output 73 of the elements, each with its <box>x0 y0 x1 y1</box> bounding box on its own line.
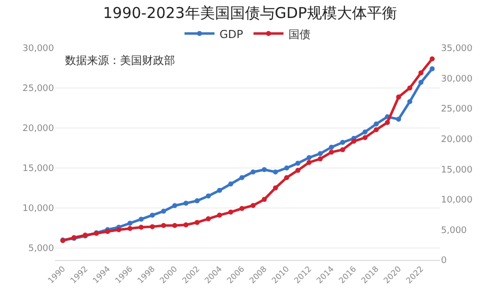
point <box>384 120 390 125</box>
point <box>340 147 346 152</box>
y2-tick-label: 35,000 <box>441 44 473 54</box>
y2-tick-label: 25,000 <box>441 104 473 115</box>
point <box>250 202 256 208</box>
point <box>418 70 424 76</box>
y-tick-label: 20,000 <box>22 124 54 134</box>
point <box>206 216 211 222</box>
point <box>396 94 402 100</box>
point <box>239 206 244 212</box>
y-tick-label: 10,000 <box>22 204 54 214</box>
point <box>272 185 278 190</box>
y2-tick-label: 20,000 <box>441 135 473 146</box>
point <box>228 182 234 186</box>
point <box>183 222 188 228</box>
point <box>206 194 211 198</box>
point <box>262 167 267 172</box>
point <box>306 155 312 160</box>
point <box>328 150 334 155</box>
point <box>340 140 346 145</box>
y-tick-label: 30,000 <box>22 44 54 54</box>
point <box>150 224 155 230</box>
point <box>306 160 312 165</box>
point <box>138 216 144 222</box>
point <box>194 198 200 204</box>
point <box>161 208 166 214</box>
point <box>239 175 244 180</box>
point <box>374 127 379 132</box>
point <box>127 226 132 231</box>
point <box>127 220 132 226</box>
y2-tick-label: 10,000 <box>441 196 473 206</box>
point <box>295 160 300 166</box>
point <box>272 170 278 174</box>
point <box>407 85 412 90</box>
point <box>374 122 379 126</box>
point <box>161 222 166 228</box>
point <box>351 138 356 144</box>
point <box>138 224 144 230</box>
point <box>284 166 290 170</box>
point <box>262 196 267 202</box>
point <box>116 227 122 232</box>
y2-tick-label: 0 <box>441 256 447 266</box>
point <box>418 80 424 85</box>
legend-label: 国债 <box>288 28 310 41</box>
point <box>183 200 188 206</box>
point <box>217 188 222 193</box>
y2-tick-label: 15,000 <box>441 165 473 176</box>
chart-title: 1990-2023年美国国债与GDP规模大体平衡 <box>103 4 397 22</box>
point <box>318 151 323 156</box>
point <box>228 210 234 215</box>
point <box>172 203 178 208</box>
point <box>250 170 256 174</box>
point <box>194 220 200 225</box>
point <box>284 175 290 180</box>
point <box>150 212 155 218</box>
point <box>362 135 368 140</box>
point <box>362 130 368 134</box>
point <box>396 116 402 122</box>
point <box>318 156 323 162</box>
point <box>172 222 178 228</box>
y-tick-label: 25,000 <box>22 84 54 94</box>
point <box>217 212 222 218</box>
point <box>430 56 435 62</box>
point <box>430 66 435 72</box>
point <box>328 144 334 150</box>
y-tick-label: 5,000 <box>28 244 54 254</box>
point <box>407 99 412 104</box>
y2-tick-label: 5,000 <box>441 226 468 236</box>
y-tick-label: 15,000 <box>22 164 54 174</box>
point <box>295 168 300 173</box>
legend-label: GDP <box>220 28 244 41</box>
annotation: 数据来源：美国财政部 <box>65 54 175 67</box>
y2-tick-label: 30,000 <box>441 74 473 84</box>
